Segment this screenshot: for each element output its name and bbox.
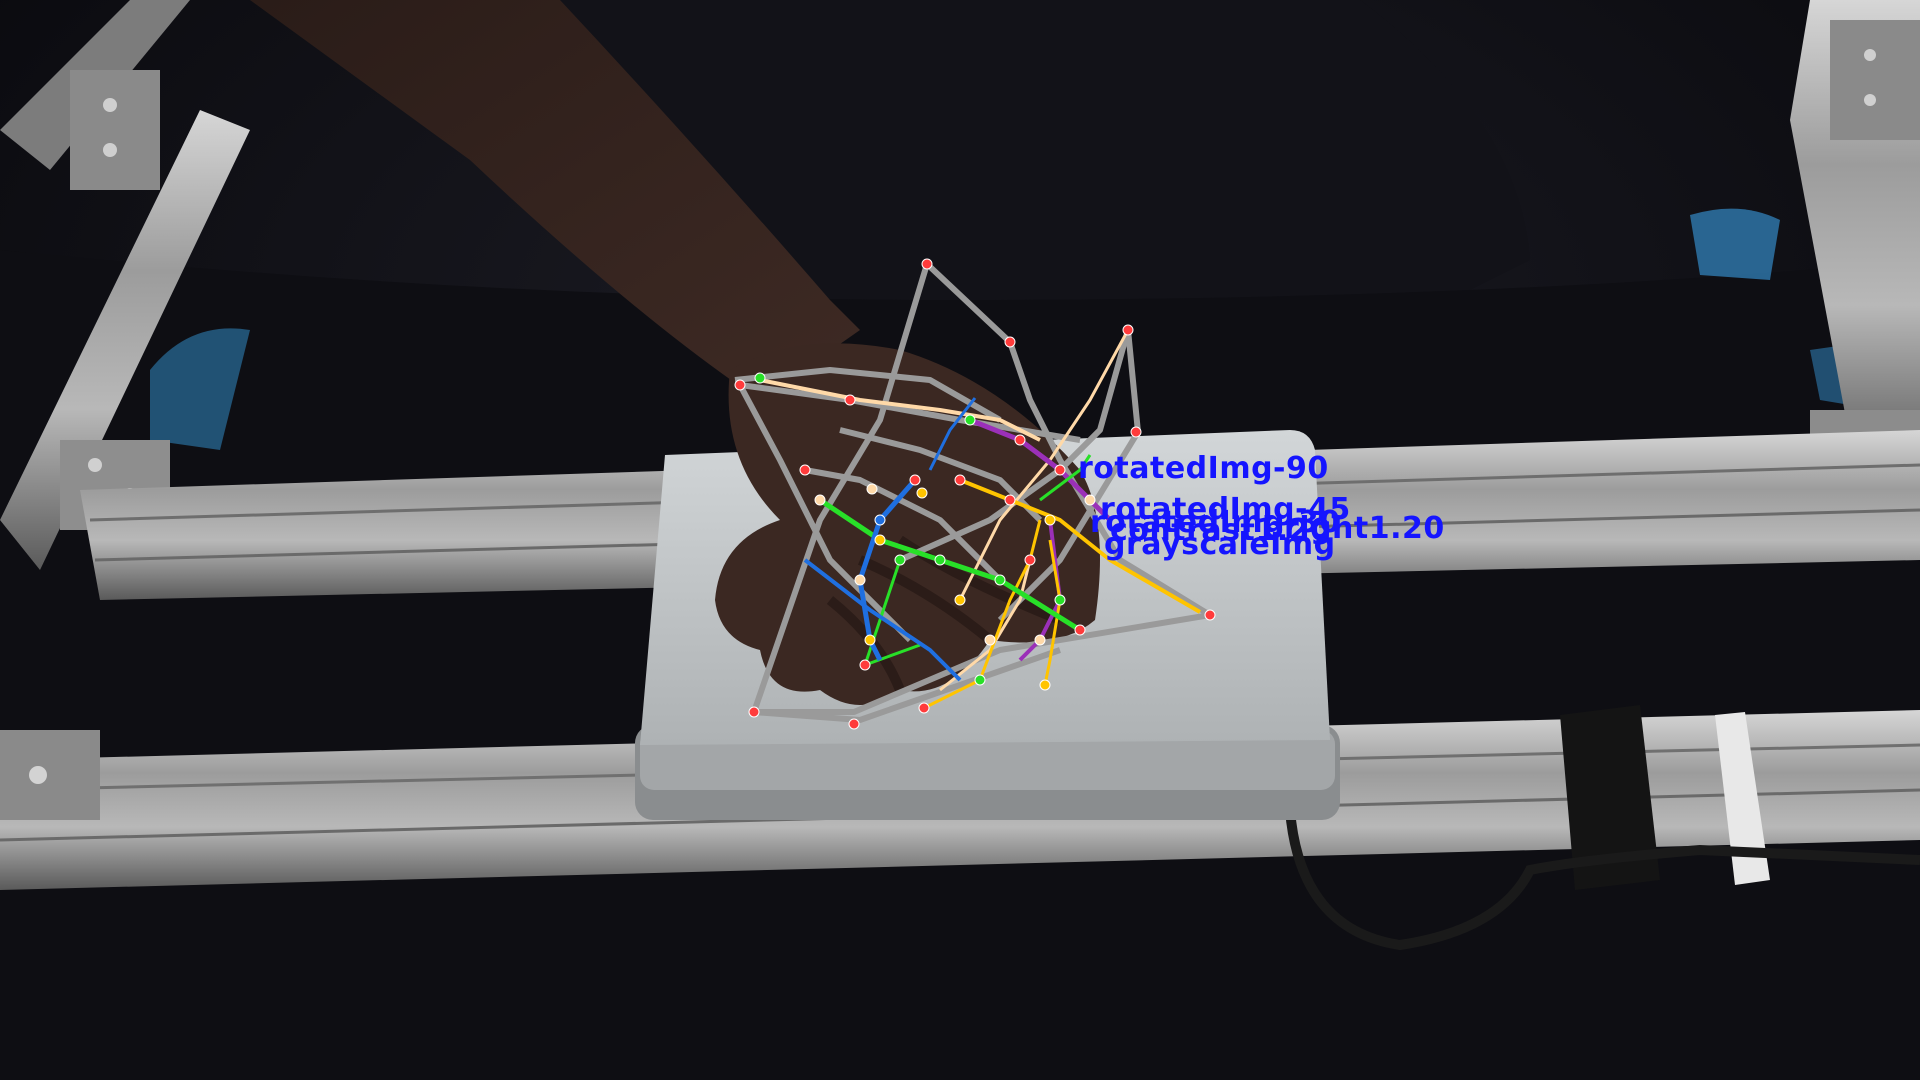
skeleton-keypoint [799,464,811,476]
skeleton-middle-2 [923,519,1042,710]
skeleton-keypoint [1204,609,1216,621]
skeleton-keypoint [874,514,886,526]
blue-cloth-left [150,328,250,450]
pose-skeleton-overlay [734,258,1216,730]
skeleton-keypoint [918,702,930,714]
skeleton-gray-9 [839,427,1043,523]
skeleton-keypoint [1024,554,1036,566]
skeleton-keypoint [754,372,766,384]
skeleton-keypoint [954,474,966,486]
skeleton-gray-7 [734,367,1002,423]
skeleton-keypoint [748,706,760,718]
skeleton-keypoint [934,554,946,566]
skeleton-gray-6 [997,329,1141,623]
skeleton-keypoint [964,414,976,426]
skeleton-keypoint [894,554,906,566]
skeleton-keypoint [1074,624,1086,636]
skeleton-keypoint [848,718,860,730]
skeleton-keypoint [734,379,746,391]
frame-left-bracket [70,70,160,190]
tracking-pad-edge [640,730,1335,790]
skeleton-keypoint [1034,634,1046,646]
skeleton-keypoint [814,494,826,506]
skeleton-keypoint [954,594,966,606]
skeleton-ring-3 [1039,454,1092,502]
skeleton-keypoint [866,483,878,495]
skeleton-keypoint [1130,426,1142,438]
zip-tie [1715,712,1770,885]
skeleton-keypoint [864,634,876,646]
skeleton-keypoint [1044,514,1056,526]
skeleton-gray-0 [924,261,1212,618]
blue-cloth-right [1690,208,1780,280]
skeleton-gray-8 [754,612,1211,715]
skeleton-keypoint [1054,464,1066,476]
skeleton-pinky-3 [928,397,977,471]
skeleton-keypoint [974,674,986,686]
skeleton-middle-3 [1043,539,1062,686]
skeleton-keypoint [859,659,871,671]
skeleton-keypoint [1039,679,1051,691]
velcro-strap [1560,705,1660,890]
skeleton-thumb-3 [939,559,1032,692]
skeleton-index-2 [1018,519,1062,662]
skeleton-pinky-2 [803,558,962,682]
skeleton-keypoint [916,487,928,499]
skeleton-keypoint [984,634,996,646]
skeleton-gray-1 [751,263,1061,723]
skeleton-keypoint [994,574,1006,586]
skeleton-keypoint [1122,324,1134,336]
skeleton-middle [959,478,1202,614]
skeleton-keypoint [844,394,856,406]
skeleton-keypoint [874,534,886,546]
skeleton-keypoint [1004,336,1016,348]
skeleton-gray-4 [737,383,913,643]
forearm [250,0,860,400]
skeleton-keypoint [1084,494,1096,506]
frame-front-bracket [0,730,100,820]
skeleton-keypoint [854,574,866,586]
skeleton-thumb [759,378,1041,442]
skeleton-keypoint [1054,594,1066,606]
skeleton-keypoint [1014,434,1026,446]
skeleton-keypoint [921,258,933,270]
skeleton-keypoint [1004,494,1016,506]
cable [1285,809,1920,951]
frame-right-bracket [1830,20,1920,140]
skeleton-keypoint [909,474,921,486]
